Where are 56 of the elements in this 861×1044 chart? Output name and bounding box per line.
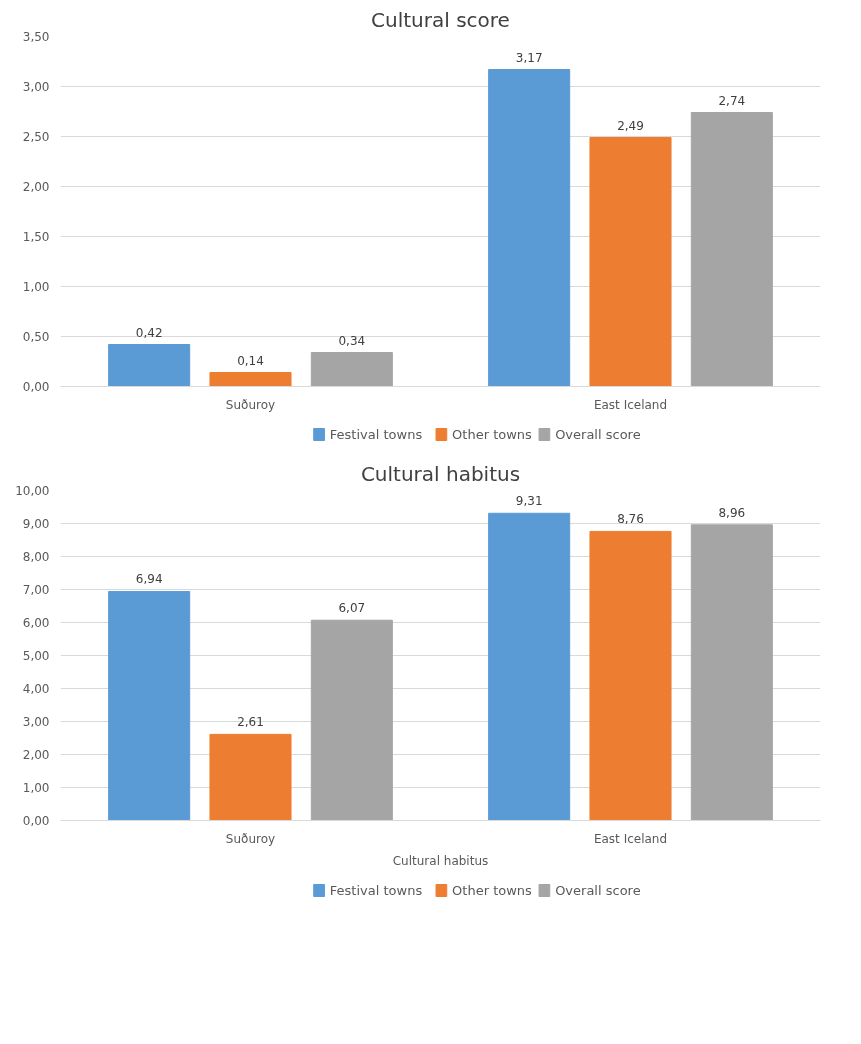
bar — [690, 112, 773, 387]
y-tick-label: 0,00 — [22, 814, 50, 828]
y-tick-label: 0,00 — [22, 380, 50, 394]
y-tick-label: 1,50 — [22, 230, 50, 244]
x-tick-label: East Iceland — [593, 831, 668, 846]
bar — [209, 372, 292, 387]
legend-label: Other towns — [452, 427, 533, 442]
data-label: 2,61 — [237, 715, 264, 730]
bar — [108, 590, 191, 821]
bar — [488, 512, 571, 821]
y-tick-label: 3,00 — [22, 715, 50, 729]
y-tick-label: 3,50 — [22, 30, 50, 44]
y-tick-label: 1,00 — [22, 781, 50, 795]
y-tick-label: 4,00 — [22, 682, 50, 696]
data-label: 0,34 — [338, 333, 366, 348]
x-tick-label: East Iceland — [593, 397, 668, 412]
chart-title: Cultural score — [371, 7, 510, 32]
data-label: 2,74 — [718, 93, 746, 108]
y-tick-label: 9,00 — [22, 517, 50, 531]
bar — [488, 69, 571, 387]
x-tick-label: Suðuroy — [225, 831, 276, 846]
data-label: 8,96 — [718, 505, 746, 520]
data-label: 6,94 — [135, 572, 163, 587]
bar — [589, 530, 672, 821]
bar — [108, 344, 191, 387]
y-tick-label: 6,00 — [22, 616, 50, 630]
bar — [310, 352, 393, 387]
data-label: 0,42 — [135, 325, 163, 340]
y-tick-label: 8,00 — [22, 550, 50, 564]
y-tick-label: 0,50 — [22, 330, 50, 344]
legend-label: Other towns — [452, 883, 533, 898]
bar — [310, 619, 393, 821]
data-label: 0,14 — [237, 353, 264, 368]
y-tick-label: 7,00 — [22, 583, 50, 597]
y-tick-label: 5,00 — [22, 649, 50, 663]
bar — [589, 137, 672, 387]
x-tick-label: Suðuroy — [225, 397, 276, 412]
data-label: 3,17 — [515, 50, 543, 65]
data-label: 2,49 — [617, 118, 644, 133]
y-tick-label: 1,00 — [22, 280, 50, 294]
legend-label: Overall score — [555, 427, 641, 442]
legend-label: Festival towns — [329, 883, 423, 898]
data-label: 8,76 — [617, 512, 644, 527]
bar — [690, 524, 773, 821]
bar — [209, 733, 292, 821]
y-tick-label: 3,00 — [22, 80, 50, 94]
y-tick-label: 2,50 — [22, 130, 50, 144]
legend-label: Festival towns — [329, 427, 423, 442]
y-tick-label: 10,00 — [15, 484, 50, 498]
data-label: 6,07 — [338, 601, 366, 616]
y-tick-label: 2,00 — [22, 180, 50, 194]
data-label: 9,31 — [515, 494, 543, 509]
legend-label: Overall score — [555, 883, 641, 898]
y-tick-label: 2,00 — [22, 748, 50, 762]
x-axis-title: Cultural habitus — [392, 853, 489, 868]
chart-title: Cultural habitus — [360, 461, 521, 486]
